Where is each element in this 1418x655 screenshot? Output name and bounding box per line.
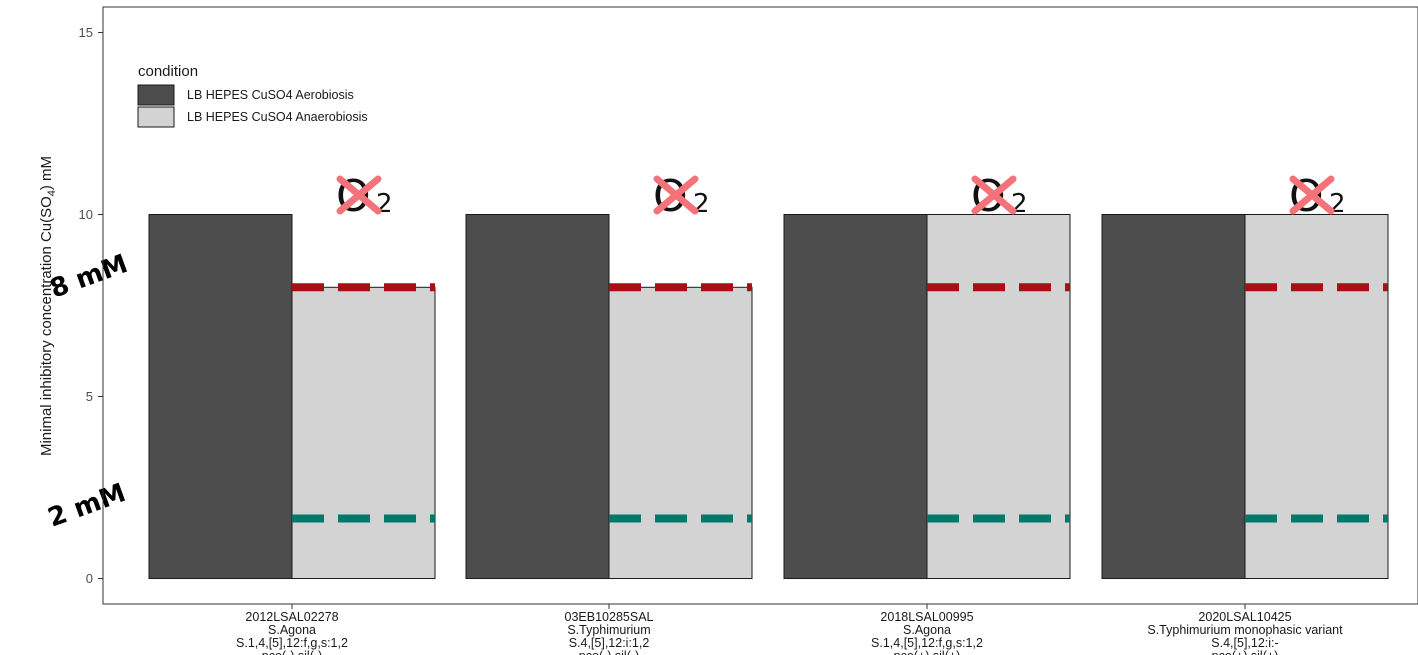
reference-label: 8 mM — [46, 249, 132, 305]
bar-anaerobiosis — [291, 286, 436, 580]
bar-anaerobiosis — [1244, 213, 1389, 580]
bars — [148, 213, 1389, 580]
y-tick-label: 0 — [86, 571, 93, 586]
y-axis-ticks: 0 5 10 15 — [79, 25, 103, 586]
bar-aerobiosis — [1101, 213, 1246, 580]
legend-label: LB HEPES CuSO4 Anaerobiosis — [187, 110, 368, 124]
reference-lines — [292, 283, 1388, 523]
y-axis-title: Minimal inhibitory concentration Cu(SO4)… — [38, 156, 58, 456]
y-tick-label: 5 — [86, 389, 93, 404]
o2-crossed-icon: O2 — [1289, 171, 1346, 222]
y-axis-title-part: ) mM — [38, 156, 55, 190]
x-tick-label: S.Agona — [268, 623, 316, 637]
cross-stroke — [971, 175, 1017, 215]
cross-stroke — [1289, 175, 1335, 215]
cross-stroke — [336, 175, 382, 215]
x-axis-ticks: 2012LSAL02278S.AgonaS.1,4,[5],12:f,g,s:1… — [236, 604, 1343, 655]
legend-swatch — [137, 106, 175, 128]
legend-swatch — [137, 84, 175, 106]
o2-subscript: 2 — [376, 189, 393, 219]
reference-label: 2 mM — [44, 478, 130, 534]
x-tick-label: S.4,[5],12:i:1,2 — [569, 636, 650, 650]
o2-subscript: 2 — [1329, 189, 1346, 219]
bar-aerobiosis — [465, 213, 610, 580]
o2-crossed-icon: O2 — [971, 171, 1028, 222]
x-tick-label: S.4,[5],12:i:- — [1211, 636, 1278, 650]
x-tick-label: 2018LSAL00995 — [880, 610, 973, 624]
x-tick-label: 03EB10285SAL — [565, 610, 654, 624]
x-tick-label: 2020LSAL10425 — [1198, 610, 1291, 624]
bar-anaerobiosis — [608, 286, 753, 580]
o2-subscript: 2 — [693, 189, 710, 219]
y-axis-title-subscript: 4 — [46, 190, 58, 196]
o2-crossed-icon: O2 — [336, 171, 393, 222]
x-tick-label: 2012LSAL02278 — [245, 610, 338, 624]
cross-stroke — [653, 175, 699, 215]
legend: condition LB HEPES CuSO4 Aerobiosis LB HE… — [137, 63, 368, 128]
y-axis-label: Minimal inhibitory concentration Cu(SO4)… — [38, 156, 58, 456]
bar-anaerobiosis — [926, 213, 1071, 580]
y-tick-label: 10 — [79, 207, 93, 222]
y-tick-label: 15 — [79, 25, 93, 40]
x-tick-label: pco(-) sil(-) — [579, 649, 639, 655]
x-tick-label: pco(+) sil(+) — [894, 649, 961, 655]
x-tick-label: pco(-) sil(-) — [262, 649, 322, 655]
x-tick-label: S.1,4,[5],12:f,g,s:1,2 — [871, 636, 983, 650]
x-tick-label: S.1,4,[5],12:f,g,s:1,2 — [236, 636, 348, 650]
bar-aerobiosis — [148, 213, 293, 580]
x-tick-label: pco(+) sil(+) — [1212, 649, 1279, 655]
plot-panel — [102, 6, 1418, 605]
legend-label: LB HEPES CuSO4 Aerobiosis — [187, 88, 354, 102]
x-tick-label: S.Typhimurium monophasic variant — [1147, 623, 1343, 637]
x-tick-label: S.Agona — [903, 623, 951, 637]
o2-crossed-icon: O2 — [653, 171, 710, 222]
legend-title: condition — [138, 63, 198, 80]
bar-aerobiosis — [783, 213, 928, 580]
x-tick-label: S.Typhimurium — [567, 623, 650, 637]
o2-symbols: O2 O2 O2 O2 — [336, 171, 1346, 222]
y-axis-title-part: Minimal inhibitory concentration Cu(SO — [38, 196, 55, 456]
o2-subscript: 2 — [1011, 189, 1028, 219]
